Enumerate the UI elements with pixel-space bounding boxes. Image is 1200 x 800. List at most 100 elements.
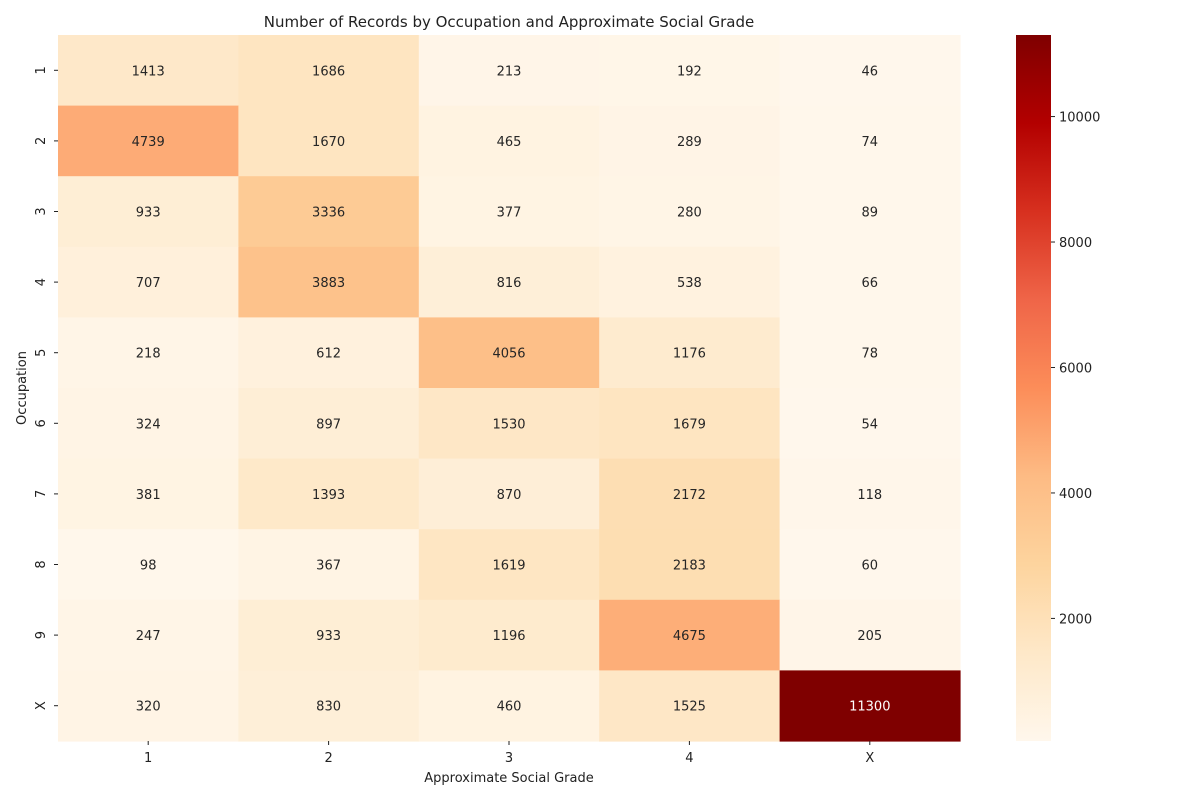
y-axis-label: Occupation xyxy=(15,351,30,425)
cell-value-label: 46 xyxy=(862,64,879,79)
heatmap-cell xyxy=(58,176,239,248)
heatmap-cell-labels: 1413 1686 213 192 46 4739 1670 465 289 74 933 3336 3… xyxy=(132,64,891,714)
heatmap-cell xyxy=(238,599,420,671)
cell-value-label: 1413 xyxy=(132,64,165,79)
cell-value-label: 1530 xyxy=(492,417,525,432)
cell-value-label: 1670 xyxy=(312,135,345,150)
cell-value-label: 612 xyxy=(316,347,341,362)
y-tick-label: 9 xyxy=(34,631,49,639)
heatmap-cell xyxy=(238,35,420,107)
y-tick-label: 2 xyxy=(34,137,49,145)
cell-value-label: 707 xyxy=(136,276,161,291)
heatmap-cell xyxy=(418,176,600,248)
cell-value-label: 1196 xyxy=(492,629,525,644)
cell-value-label: 74 xyxy=(862,135,879,150)
heatmap-cell xyxy=(779,105,961,177)
heatmap-cell xyxy=(599,599,781,671)
cell-value-label: 897 xyxy=(316,417,341,432)
heatmap-cell xyxy=(58,246,239,318)
heatmap-cell xyxy=(599,458,781,530)
cell-value-label: 192 xyxy=(677,64,702,79)
cell-value-label: 933 xyxy=(316,629,341,644)
cell-value-label: 11300 xyxy=(849,700,890,715)
y-tick-label: 5 xyxy=(34,349,49,357)
y-tick-label: X xyxy=(34,701,49,710)
cell-value-label: 870 xyxy=(497,488,522,503)
x-axis-label: Approximate Social Grade xyxy=(424,771,593,786)
cell-value-label: 4739 xyxy=(132,135,165,150)
heatmap-cell xyxy=(418,317,600,389)
cell-value-label: 377 xyxy=(497,206,522,221)
y-tick-label: 7 xyxy=(34,490,49,498)
cell-value-label: 3883 xyxy=(312,276,345,291)
cell-value-label: 381 xyxy=(136,488,161,503)
heatmap-cell xyxy=(599,35,781,107)
heatmap-cell xyxy=(238,458,420,530)
cell-value-label: 89 xyxy=(862,206,879,221)
cell-value-label: 538 xyxy=(677,276,702,291)
heatmap-cell xyxy=(779,35,961,107)
heatmap-cell xyxy=(779,529,961,601)
heatmap-cell xyxy=(418,458,600,530)
cell-value-label: 205 xyxy=(857,629,882,644)
colorbar-ticks: 2000 4000 6000 8000 10000 xyxy=(1051,111,1100,627)
cell-value-label: 78 xyxy=(862,347,879,362)
heatmap-cell xyxy=(779,246,961,318)
y-tick-label: 4 xyxy=(34,278,49,286)
heatmap-cell xyxy=(779,176,961,248)
heatmap-cell xyxy=(418,246,600,318)
cell-value-label: 1679 xyxy=(673,417,706,432)
y-tick-label: 1 xyxy=(34,66,49,74)
heatmap-cell xyxy=(58,105,239,177)
heatmap-cell xyxy=(779,317,961,389)
cell-value-label: 367 xyxy=(316,559,341,574)
cell-value-label: 4056 xyxy=(492,347,525,362)
heatmap-cell xyxy=(58,35,239,107)
heatmap-cell xyxy=(418,388,600,460)
cell-value-label: 465 xyxy=(497,135,522,150)
heatmap-cell xyxy=(779,388,961,460)
heatmap-cell xyxy=(238,388,420,460)
heatmap-cell xyxy=(779,670,961,742)
heatmap-cell xyxy=(418,35,600,107)
heatmap-cell xyxy=(58,458,239,530)
cell-value-label: 289 xyxy=(677,135,702,150)
colorbar-tick-label: 10000 xyxy=(1059,111,1100,126)
cell-value-label: 213 xyxy=(497,64,522,79)
cell-value-label: 460 xyxy=(497,700,522,715)
cell-value-label: 933 xyxy=(136,206,161,221)
colorbar-tick-label: 8000 xyxy=(1059,236,1092,251)
x-tick-label: 2 xyxy=(324,751,332,766)
cell-value-label: 1619 xyxy=(492,559,525,574)
y-tick-label: 6 xyxy=(34,419,49,427)
y-tick-label: 3 xyxy=(34,207,49,215)
colorbar xyxy=(1016,35,1051,741)
cell-value-label: 118 xyxy=(857,488,882,503)
heatmap-cell xyxy=(238,670,420,742)
x-tick-label: X xyxy=(865,751,874,766)
cell-value-label: 324 xyxy=(136,417,161,432)
colorbar-tick-label: 6000 xyxy=(1059,361,1092,376)
cell-value-label: 66 xyxy=(862,276,879,291)
cell-value-label: 320 xyxy=(136,700,161,715)
x-tick-label: 3 xyxy=(505,751,513,766)
cell-value-label: 1176 xyxy=(673,347,706,362)
heatmap-cell xyxy=(238,105,420,177)
cell-value-label: 1686 xyxy=(312,64,345,79)
heatmap-cell xyxy=(599,670,781,742)
heatmap-cell xyxy=(238,176,420,248)
heatmap-cell xyxy=(58,317,239,389)
cell-value-label: 816 xyxy=(497,276,522,291)
heatmap-cell xyxy=(599,317,781,389)
y-axis-ticks: 1 2 3 4 5 6 7 8 9 X xyxy=(34,66,58,710)
heatmap-cell xyxy=(238,529,420,601)
heatmap-cell xyxy=(58,599,239,671)
heatmap-cell xyxy=(58,529,239,601)
cell-value-label: 4675 xyxy=(673,629,706,644)
cell-value-label: 98 xyxy=(140,559,157,574)
heatmap-cell xyxy=(418,105,600,177)
heatmap-cell xyxy=(599,529,781,601)
heatmap-cell xyxy=(599,246,781,318)
cell-value-label: 830 xyxy=(316,700,341,715)
